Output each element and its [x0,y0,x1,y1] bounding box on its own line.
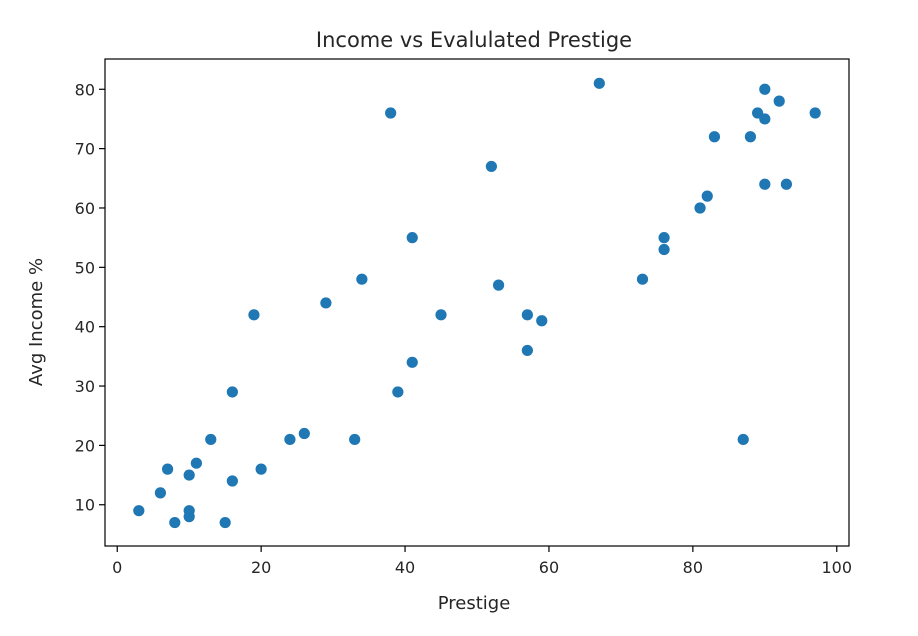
data-point-21 [406,356,418,368]
data-point-3 [169,516,181,529]
data-point-35 [708,131,721,143]
data-point-9 [219,516,231,529]
data-point-7 [190,457,202,469]
data-point-13 [255,463,267,475]
data-point-32 [658,232,670,244]
data-point-25 [492,279,505,291]
data-point-14 [284,433,296,446]
data-point-37 [744,131,757,143]
data-point-40 [759,113,771,125]
data-point-44 [809,107,821,119]
data-point-26 [521,344,533,357]
data-point-33 [694,202,706,214]
points-layer [133,77,821,529]
data-point-12 [248,309,260,321]
chart-title: Income vs Evalulated Prestige [316,28,632,52]
data-point-5 [183,505,195,517]
y-axis-label: Avg Income % [26,258,47,386]
x-tick-label-80: 80 [683,558,703,577]
data-point-43 [780,178,793,190]
y-tick-label-10: 10 [75,496,95,515]
data-point-23 [435,309,447,321]
data-point-29 [593,77,605,89]
x-tick-label-60: 60 [539,558,559,577]
data-point-18 [356,273,368,285]
data-point-10 [226,475,238,487]
data-point-2 [161,463,174,475]
data-point-39 [759,178,771,190]
data-point-1 [154,487,167,499]
data-point-6 [183,469,195,481]
y-tick-label-20: 20 [75,436,95,455]
data-point-27 [521,309,533,321]
y-tick-label-60: 60 [75,199,95,218]
x-tick-label-40: 40 [395,558,415,577]
data-point-19 [385,107,397,119]
plot-frame [104,58,850,547]
y-tick-label-70: 70 [75,140,95,159]
data-point-36 [737,433,749,446]
data-point-30 [636,273,649,285]
data-point-42 [773,95,785,107]
y-tick-label-30: 30 [75,377,95,396]
data-point-0 [133,505,145,517]
data-point-22 [406,232,418,244]
data-point-24 [485,160,497,173]
data-point-28 [536,315,548,327]
x-axis-ticks: 0 20 40 60 80 100 [112,546,852,577]
data-point-41 [759,83,771,95]
y-tick-label-50: 50 [75,258,95,277]
data-point-31 [658,243,670,256]
data-point-20 [392,386,404,398]
data-point-16 [320,297,332,309]
data-point-8 [205,433,217,446]
data-point-17 [349,433,361,446]
x-tick-label-20: 20 [251,558,271,577]
y-tick-label-40: 40 [75,318,95,337]
data-point-15 [298,427,310,440]
y-axis-ticks: 10 20 30 40 50 60 70 80 [75,80,105,515]
data-point-11 [226,386,238,398]
x-axis-label: Prestige [438,593,511,614]
data-point-34 [701,190,713,202]
x-tick-label-0: 0 [112,558,122,577]
x-tick-label-100: 100 [821,558,852,577]
y-tick-label-80: 80 [75,80,95,99]
